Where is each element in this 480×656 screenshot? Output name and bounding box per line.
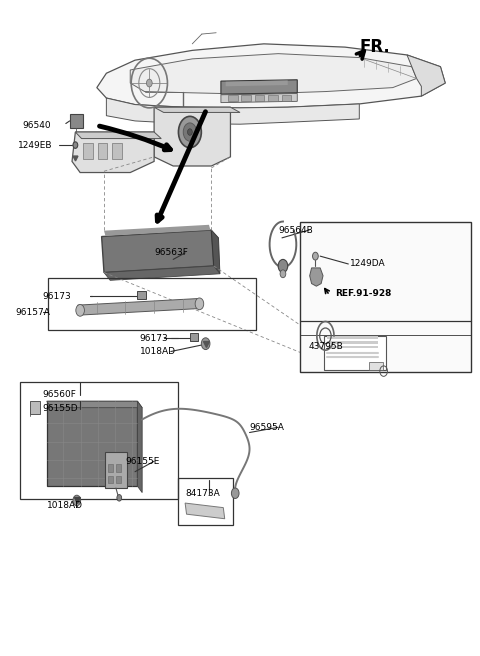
Text: 96155E: 96155E <box>125 457 160 466</box>
Circle shape <box>312 252 318 260</box>
Polygon shape <box>310 268 323 286</box>
Bar <box>300 222 471 373</box>
Bar <box>116 476 120 483</box>
Text: 96560F: 96560F <box>42 390 76 399</box>
Bar <box>327 346 378 348</box>
Circle shape <box>201 338 210 350</box>
Text: 96173: 96173 <box>42 292 71 301</box>
Polygon shape <box>104 225 210 236</box>
Polygon shape <box>102 230 214 272</box>
Text: 1249EB: 1249EB <box>18 140 53 150</box>
Polygon shape <box>72 132 154 173</box>
Bar <box>108 464 113 472</box>
Text: REF.91-928: REF.91-928 <box>336 289 392 298</box>
Polygon shape <box>47 401 142 407</box>
Circle shape <box>117 495 121 501</box>
Bar <box>30 401 39 414</box>
Polygon shape <box>226 81 288 87</box>
Polygon shape <box>107 98 360 124</box>
Polygon shape <box>154 107 240 112</box>
Circle shape <box>146 79 152 87</box>
Polygon shape <box>97 44 445 108</box>
Text: 96157A: 96157A <box>16 308 50 317</box>
Circle shape <box>73 142 78 148</box>
Text: 1249DA: 1249DA <box>350 260 385 268</box>
Polygon shape <box>211 230 220 274</box>
Bar <box>116 464 120 472</box>
Text: 96563F: 96563F <box>154 249 188 257</box>
Text: FR.: FR. <box>360 38 390 56</box>
Bar <box>369 362 383 370</box>
Circle shape <box>73 495 81 506</box>
Text: 84173A: 84173A <box>185 489 220 499</box>
Circle shape <box>179 116 201 148</box>
Bar <box>21 382 178 499</box>
Polygon shape <box>407 55 445 96</box>
Text: 1018AD: 1018AD <box>47 501 83 510</box>
Polygon shape <box>130 54 417 94</box>
Text: 96173: 96173 <box>140 334 168 343</box>
Circle shape <box>188 129 192 135</box>
Circle shape <box>278 259 288 272</box>
Bar <box>98 143 108 159</box>
Bar <box>47 401 137 486</box>
Bar <box>137 291 146 298</box>
Bar <box>106 452 127 488</box>
Circle shape <box>76 304 84 316</box>
Text: 1018AD: 1018AD <box>140 347 176 356</box>
Polygon shape <box>255 95 264 100</box>
Text: 43795B: 43795B <box>309 342 343 351</box>
Polygon shape <box>104 266 220 280</box>
Polygon shape <box>137 401 142 493</box>
Circle shape <box>231 488 239 499</box>
Text: 96595A: 96595A <box>250 422 285 432</box>
Text: 96155D: 96155D <box>42 405 78 413</box>
Polygon shape <box>241 95 251 100</box>
Polygon shape <box>75 132 161 138</box>
Polygon shape <box>268 95 278 100</box>
Bar <box>324 337 385 371</box>
Bar <box>70 113 83 128</box>
Bar <box>190 333 199 341</box>
Bar <box>178 478 233 525</box>
Circle shape <box>183 123 197 141</box>
Circle shape <box>195 298 204 310</box>
Polygon shape <box>221 80 297 94</box>
Text: 96540: 96540 <box>23 121 51 130</box>
Bar <box>327 337 378 339</box>
Bar <box>108 476 113 483</box>
Circle shape <box>280 270 286 277</box>
Bar <box>84 143 93 159</box>
Polygon shape <box>221 94 297 102</box>
Text: 96564B: 96564B <box>278 226 313 234</box>
Polygon shape <box>78 298 202 315</box>
Bar <box>327 341 378 344</box>
Bar <box>48 277 256 330</box>
Polygon shape <box>154 107 230 166</box>
Polygon shape <box>228 95 238 100</box>
Polygon shape <box>185 503 225 519</box>
Polygon shape <box>281 95 291 100</box>
Bar <box>112 143 121 159</box>
